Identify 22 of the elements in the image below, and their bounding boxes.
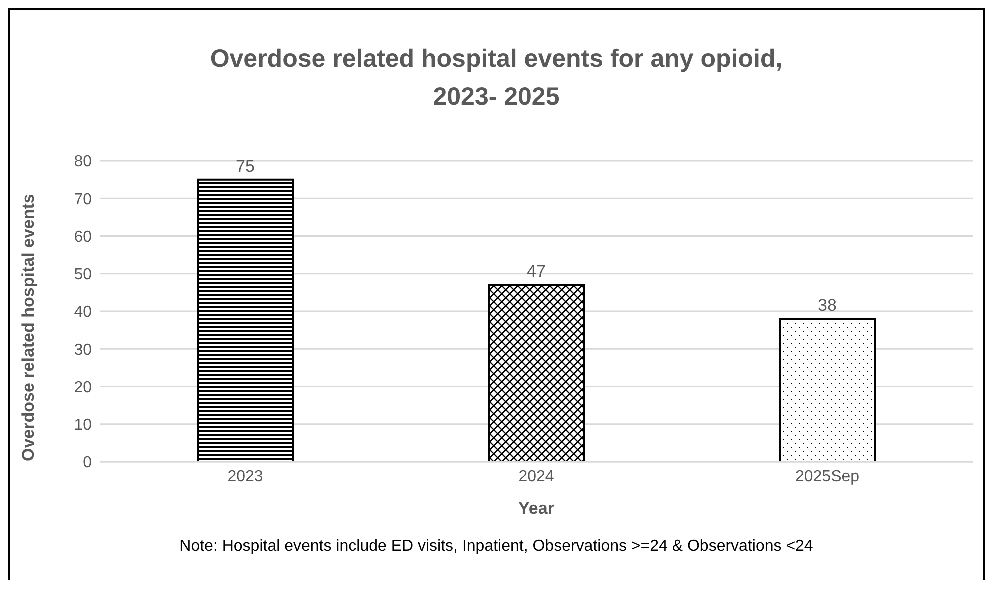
y-tick-label: 30 <box>74 342 92 359</box>
data-label: 75 <box>236 156 255 176</box>
chart-title: Overdose related hospital events for any opioid, 2023- 2025 <box>209 44 784 113</box>
y-tick-label: 20 <box>74 379 92 396</box>
y-tick-label: 0 <box>83 454 92 472</box>
text: Note: Hospital events include ED visits, Inpatient, Observations >=24 & Observations <24 <box>178 538 814 556</box>
y-tick-label: 10 <box>74 417 92 434</box>
bar <box>779 318 876 462</box>
x-tick-label: 2023 <box>228 468 264 486</box>
x-tick-label: 2025Sep <box>795 468 860 486</box>
x-tick-label: 2024 <box>518 468 554 486</box>
data-label: 38 <box>818 296 837 316</box>
y-tick-label: 50 <box>74 266 92 284</box>
x-axis-title: Year <box>518 499 555 518</box>
y-tick-label: 40 <box>74 304 92 322</box>
bar <box>488 284 585 462</box>
y-axis-title: Overdose related hospital events <box>19 194 38 462</box>
y-tick-label: 80 <box>74 154 92 171</box>
y-tick-label: 70 <box>74 191 92 208</box>
data-label: 47 <box>527 262 546 282</box>
bar <box>197 178 294 462</box>
y-tick-label: 60 <box>74 228 92 246</box>
